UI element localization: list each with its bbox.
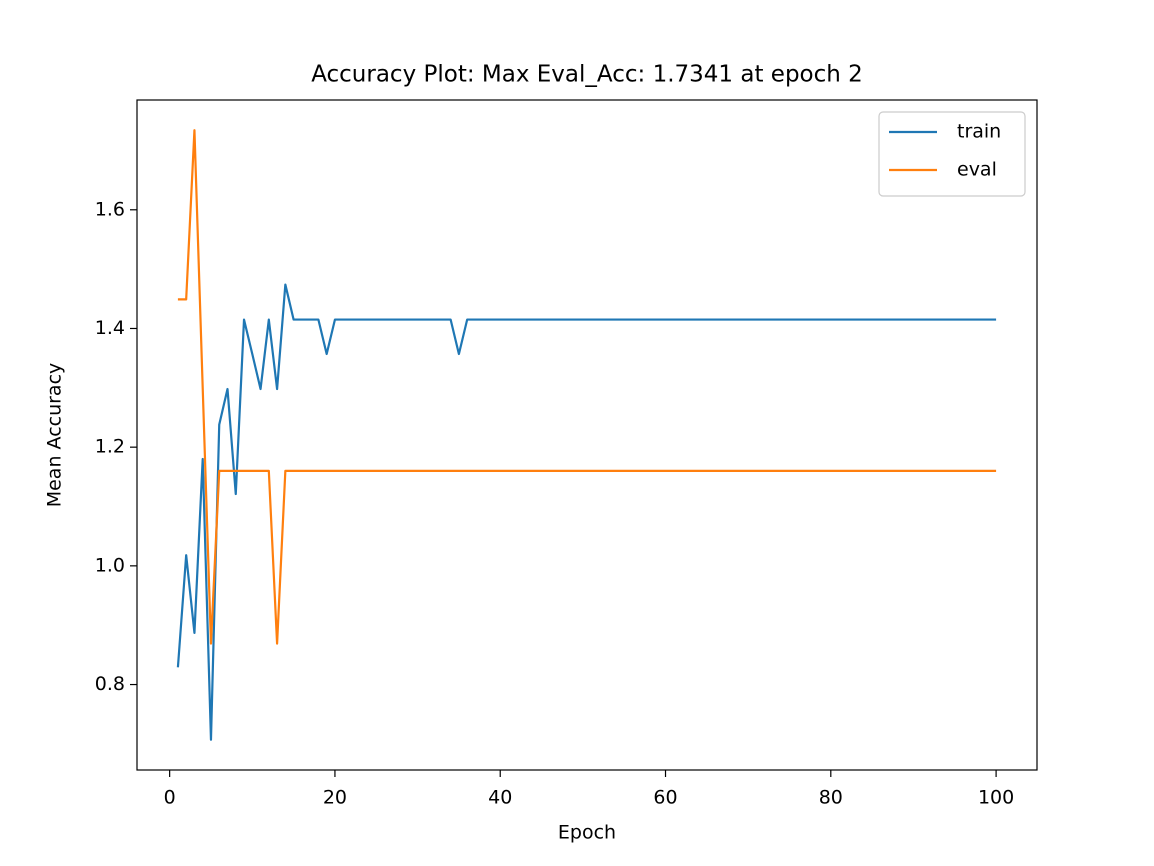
x-tick-label: 40 [488,787,512,809]
y-tick-label: 0.8 [95,673,125,695]
x-tick-label: 80 [819,787,843,809]
x-axis-label: Epoch [558,822,616,844]
line-series [177,129,997,645]
legend-label: train [957,121,1001,143]
y-tick-label: 1.4 [95,317,125,339]
plot-frame [136,99,1038,771]
y-tick-label: 1.2 [95,436,125,458]
chart-title: Accuracy Plot: Max Eval_Acc: 1.7341 at e… [311,62,863,88]
x-tick-label: 60 [653,787,677,809]
line-series [176,283,997,741]
y-tick-label: 1.6 [95,198,125,220]
y-axis-label: Mean Accuracy [44,363,66,508]
x-tick-label: 100 [978,787,1014,809]
legend-box [878,111,1026,197]
x-tick-label: 0 [164,787,176,809]
x-tick-label: 20 [323,787,347,809]
y-tick-label: 1.0 [95,554,125,576]
legend-label: eval [957,159,997,181]
